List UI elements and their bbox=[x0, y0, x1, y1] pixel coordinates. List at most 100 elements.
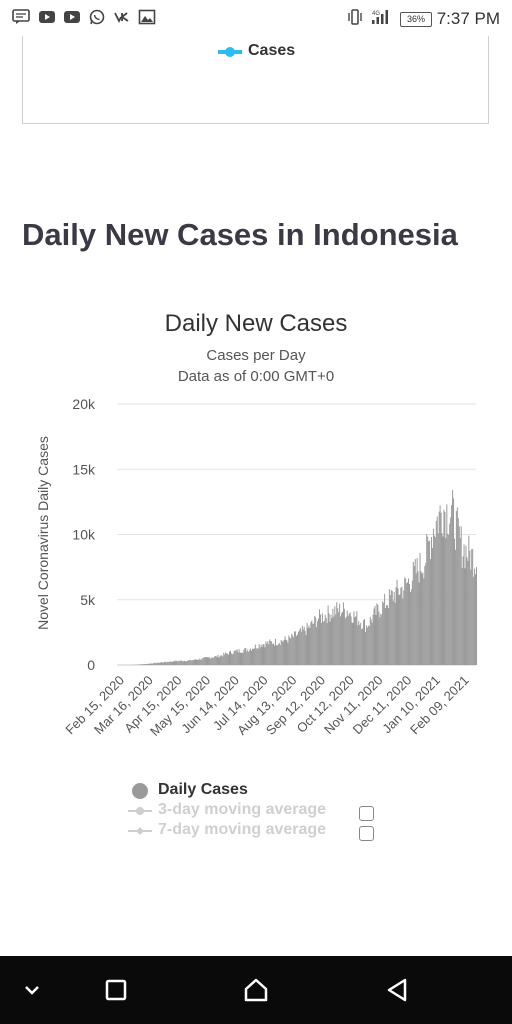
bar bbox=[161, 662, 163, 665]
bar bbox=[222, 656, 224, 665]
bar bbox=[404, 577, 406, 665]
bar bbox=[466, 557, 468, 665]
bar bbox=[257, 648, 259, 665]
bar bbox=[244, 648, 246, 665]
bar bbox=[229, 650, 231, 665]
bar bbox=[324, 614, 326, 665]
home-icon[interactable] bbox=[240, 974, 272, 1006]
bar bbox=[176, 661, 178, 665]
bar bbox=[459, 537, 461, 665]
bar bbox=[416, 558, 418, 665]
bar bbox=[373, 608, 375, 665]
bar bbox=[263, 644, 265, 665]
bar bbox=[300, 631, 302, 665]
bar bbox=[408, 578, 410, 665]
bar bbox=[444, 512, 446, 665]
bar bbox=[279, 645, 281, 665]
bar bbox=[214, 656, 216, 665]
bar bbox=[269, 639, 271, 665]
bar bbox=[349, 612, 351, 665]
bar bbox=[166, 661, 168, 665]
recents-icon[interactable] bbox=[100, 974, 132, 1006]
bar bbox=[274, 638, 276, 665]
bar bbox=[251, 650, 253, 665]
bar bbox=[376, 603, 378, 665]
y-tick-label: 10k bbox=[72, 527, 96, 543]
bar bbox=[327, 605, 329, 665]
bar bbox=[343, 608, 345, 665]
bar bbox=[203, 657, 205, 665]
bar bbox=[316, 627, 318, 665]
bar bbox=[285, 639, 287, 665]
bar bbox=[256, 648, 258, 665]
bar bbox=[391, 591, 393, 665]
7day-average-checkbox[interactable] bbox=[359, 826, 374, 841]
bar bbox=[220, 655, 222, 665]
bar bbox=[394, 602, 396, 665]
bar bbox=[405, 578, 407, 665]
bar bbox=[154, 662, 156, 665]
bar bbox=[311, 620, 313, 665]
bar bbox=[258, 644, 260, 665]
y-tick-labels: 0 5k 10k 15k 20k bbox=[72, 396, 96, 673]
bar bbox=[155, 663, 157, 665]
bar bbox=[377, 604, 379, 665]
bar bbox=[474, 568, 476, 665]
bar bbox=[289, 637, 291, 665]
bar bbox=[233, 650, 235, 665]
bar bbox=[328, 613, 330, 665]
bar bbox=[396, 579, 398, 665]
legend-line-icon bbox=[128, 807, 152, 815]
chevron-down-icon[interactable] bbox=[16, 974, 48, 1006]
y-tick-label: 15k bbox=[72, 461, 96, 477]
signal-icon: 4G bbox=[372, 10, 388, 24]
bar bbox=[159, 662, 161, 665]
bar bbox=[240, 652, 242, 665]
bar bbox=[392, 600, 394, 665]
bar bbox=[192, 660, 194, 665]
bar bbox=[423, 578, 425, 665]
bar bbox=[429, 540, 431, 665]
bar bbox=[346, 610, 348, 665]
bar bbox=[188, 660, 190, 665]
bar bbox=[247, 649, 249, 665]
bar bbox=[147, 663, 149, 665]
bar bbox=[217, 654, 219, 665]
bar bbox=[139, 664, 141, 665]
bar bbox=[427, 536, 429, 665]
bar bbox=[363, 620, 365, 665]
bar bbox=[194, 659, 196, 665]
chart-subtitle-date: Data as of 0:00 GMT+0 bbox=[177, 368, 335, 385]
bar bbox=[366, 627, 368, 665]
bar bbox=[139, 664, 141, 665]
bar bbox=[428, 541, 430, 665]
bar bbox=[318, 609, 320, 665]
bar bbox=[281, 641, 283, 665]
bar bbox=[358, 621, 360, 665]
bar bbox=[407, 582, 409, 665]
bar bbox=[241, 652, 243, 665]
bar bbox=[254, 644, 256, 665]
bar bbox=[266, 643, 268, 665]
bar bbox=[303, 626, 305, 665]
bar bbox=[397, 588, 399, 665]
y-tick-label: 20k bbox=[72, 396, 96, 412]
bar bbox=[381, 614, 383, 665]
bar bbox=[326, 623, 328, 665]
bar bbox=[146, 663, 148, 665]
bar bbox=[259, 647, 261, 665]
bar bbox=[453, 538, 455, 665]
bar bbox=[307, 627, 309, 665]
bar bbox=[198, 659, 200, 665]
back-icon[interactable] bbox=[381, 974, 413, 1006]
bar bbox=[401, 586, 403, 665]
bar bbox=[357, 625, 359, 665]
bar bbox=[409, 591, 411, 665]
bar bbox=[292, 635, 294, 665]
legend-label: Daily Cases bbox=[158, 781, 248, 798]
bar bbox=[342, 602, 344, 665]
bar bbox=[167, 661, 169, 665]
3day-average-checkbox[interactable] bbox=[359, 806, 374, 821]
